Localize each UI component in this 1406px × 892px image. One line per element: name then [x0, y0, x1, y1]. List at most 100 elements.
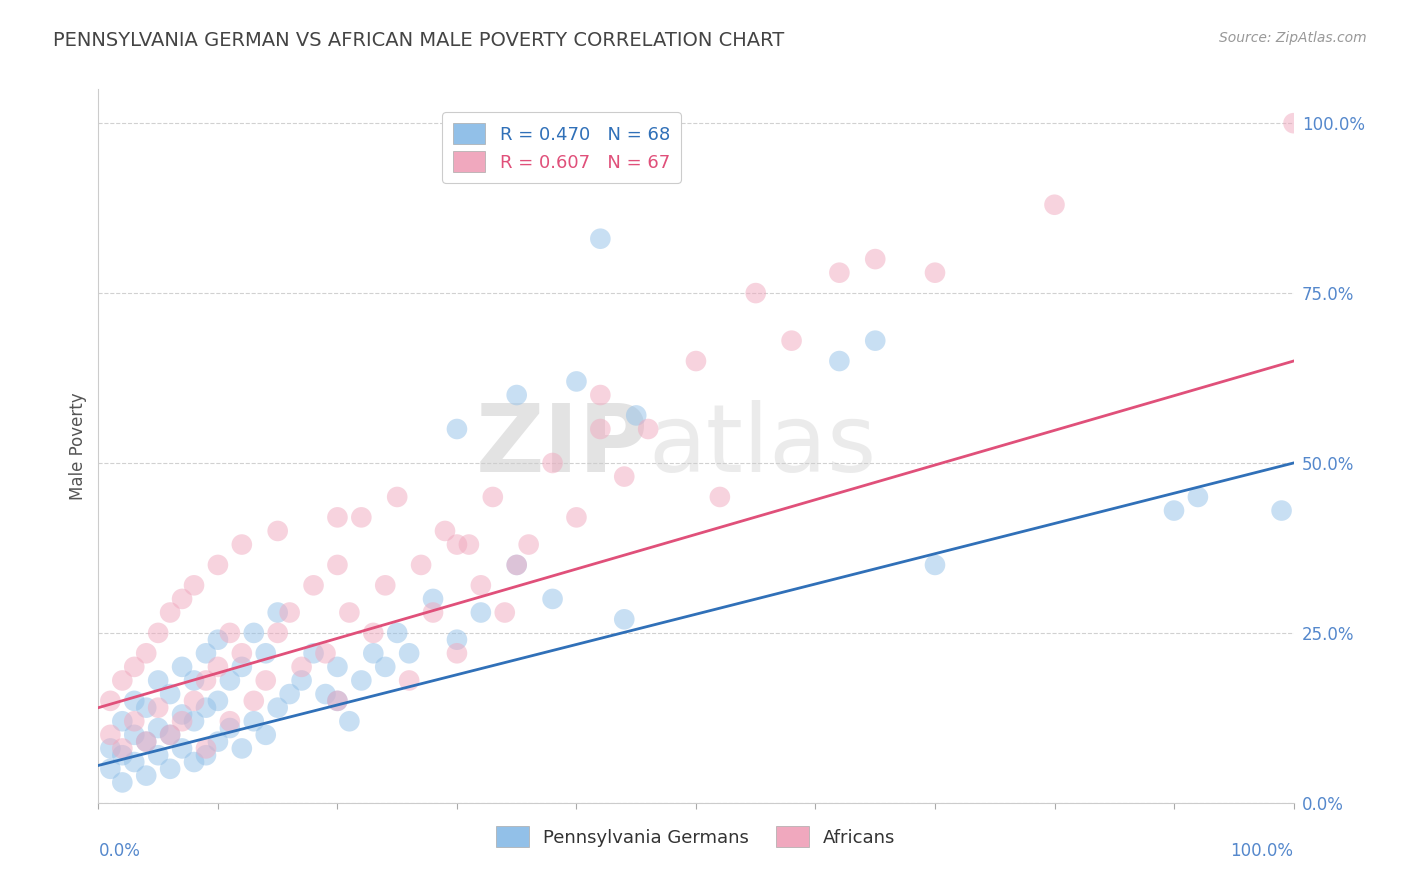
Point — [159, 762, 181, 776]
Point — [207, 632, 229, 647]
Point — [589, 422, 612, 436]
Y-axis label: Male Poverty: Male Poverty — [69, 392, 87, 500]
Point — [828, 354, 851, 368]
Point — [183, 673, 205, 688]
Point — [458, 537, 481, 551]
Point — [685, 354, 707, 368]
Point — [195, 700, 218, 714]
Point — [207, 558, 229, 572]
Point — [506, 388, 529, 402]
Point — [517, 537, 540, 551]
Point — [148, 626, 170, 640]
Point — [98, 741, 122, 756]
Point — [709, 490, 731, 504]
Point — [446, 632, 468, 647]
Point — [326, 510, 349, 524]
Point — [148, 721, 170, 735]
Point — [254, 728, 277, 742]
Point — [780, 334, 803, 348]
Point — [626, 409, 648, 423]
Point — [565, 510, 588, 524]
Point — [159, 687, 181, 701]
Point — [195, 646, 218, 660]
Point — [494, 606, 516, 620]
Point — [422, 591, 444, 606]
Point — [183, 755, 205, 769]
Point — [828, 266, 851, 280]
Point — [278, 687, 301, 701]
Text: atlas: atlas — [648, 400, 876, 492]
Point — [637, 422, 659, 436]
Point — [148, 748, 170, 763]
Point — [159, 728, 181, 742]
Text: 100.0%: 100.0% — [1230, 842, 1294, 860]
Point — [231, 537, 253, 551]
Point — [565, 375, 588, 389]
Point — [172, 714, 194, 729]
Point — [470, 606, 492, 620]
Point — [111, 741, 134, 756]
Point — [148, 700, 170, 714]
Point — [302, 578, 325, 592]
Point — [482, 490, 505, 504]
Point — [865, 252, 887, 266]
Point — [924, 558, 946, 572]
Point — [267, 524, 290, 538]
Text: PENNSYLVANIA GERMAN VS AFRICAN MALE POVERTY CORRELATION CHART: PENNSYLVANIA GERMAN VS AFRICAN MALE POVE… — [53, 31, 785, 50]
Point — [135, 700, 157, 714]
Point — [326, 558, 349, 572]
Point — [363, 646, 385, 660]
Point — [745, 286, 768, 301]
Text: ZIP: ZIP — [475, 400, 648, 492]
Point — [231, 660, 253, 674]
Point — [589, 232, 612, 246]
Point — [254, 646, 277, 660]
Point — [183, 714, 205, 729]
Point — [446, 537, 468, 551]
Point — [243, 714, 266, 729]
Point — [207, 734, 229, 748]
Point — [207, 694, 229, 708]
Point — [135, 646, 157, 660]
Point — [613, 612, 636, 626]
Text: Source: ZipAtlas.com: Source: ZipAtlas.com — [1219, 31, 1367, 45]
Point — [350, 673, 373, 688]
Point — [398, 673, 420, 688]
Point — [1271, 503, 1294, 517]
Point — [207, 660, 229, 674]
Point — [135, 734, 157, 748]
Point — [446, 646, 468, 660]
Point — [434, 524, 457, 538]
Point — [172, 660, 194, 674]
Point — [326, 694, 349, 708]
Point — [374, 660, 396, 674]
Point — [243, 626, 266, 640]
Point — [470, 578, 492, 592]
Point — [267, 700, 290, 714]
Point — [159, 606, 181, 620]
Point — [291, 673, 314, 688]
Point — [195, 673, 218, 688]
Point — [183, 694, 205, 708]
Point — [172, 741, 194, 756]
Point — [326, 694, 349, 708]
Point — [446, 422, 468, 436]
Point — [315, 646, 337, 660]
Point — [124, 714, 146, 729]
Point — [124, 728, 146, 742]
Point — [385, 490, 409, 504]
Point — [124, 755, 146, 769]
Point — [326, 660, 349, 674]
Point — [363, 626, 385, 640]
Point — [385, 626, 409, 640]
Point — [506, 558, 529, 572]
Point — [374, 578, 396, 592]
Point — [1187, 490, 1209, 504]
Point — [172, 707, 194, 722]
Point — [398, 646, 420, 660]
Text: 0.0%: 0.0% — [98, 842, 141, 860]
Point — [124, 660, 146, 674]
Point — [124, 694, 146, 708]
Point — [195, 741, 218, 756]
Point — [148, 673, 170, 688]
